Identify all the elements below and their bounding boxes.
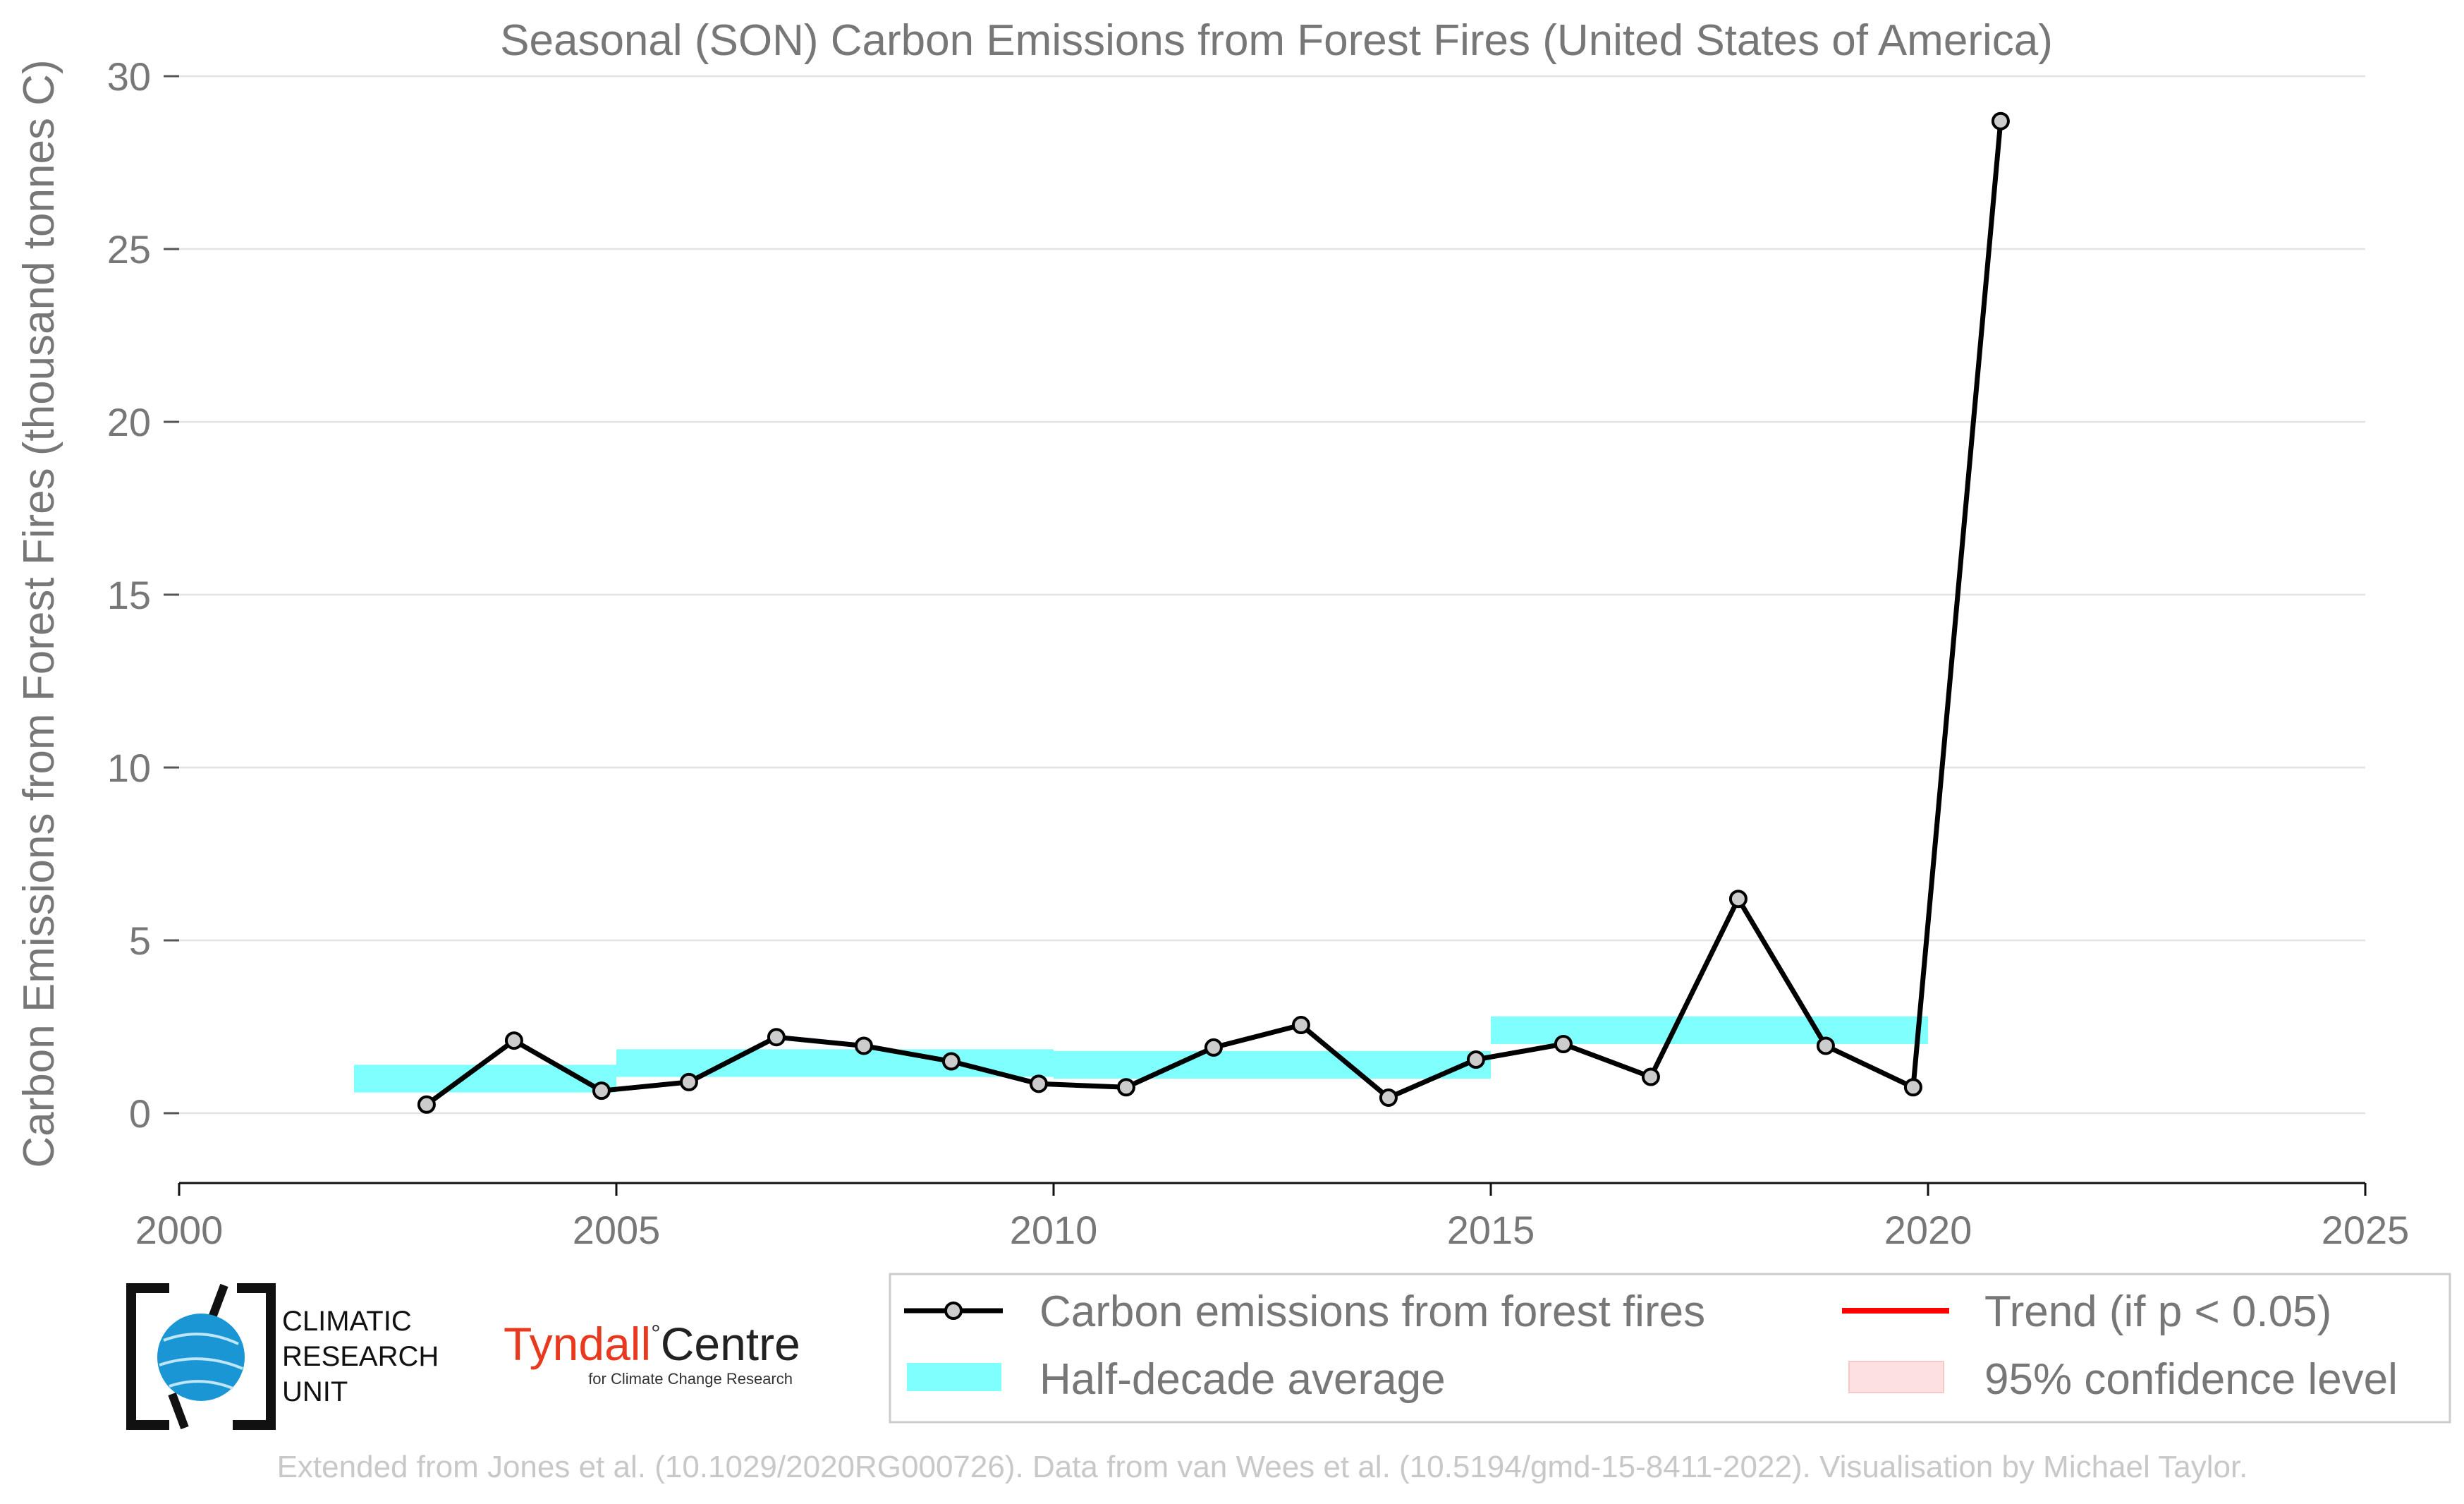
x-tick-label: 2010 <box>1010 1208 1098 1252</box>
tyndall-subtitle: for Climate Change Research <box>588 1370 793 1388</box>
data-point <box>1466 1050 1485 1069</box>
cru-slash-bottom <box>168 1392 189 1430</box>
data-point <box>941 1052 960 1071</box>
cru-slash-top <box>207 1283 228 1321</box>
legend-confidence-swatch <box>1848 1361 1944 1393</box>
y-tick-label: 10 <box>107 746 151 790</box>
data-point <box>592 1081 611 1100</box>
grid <box>179 75 2365 1115</box>
x-tick-label: 2000 <box>135 1208 224 1252</box>
y-tick-label: 0 <box>129 1091 151 1136</box>
cru-line-3: UNIT <box>282 1376 348 1407</box>
data-point <box>1903 1078 1922 1097</box>
data-point <box>504 1031 523 1050</box>
footer-credits: Extended from Jones et al. (10.1029/2020… <box>277 1450 2248 1484</box>
data-point <box>1116 1078 1135 1097</box>
data-point <box>1291 1016 1310 1035</box>
emissions-series-line <box>425 121 2003 1107</box>
half-decade-average-bar <box>354 1065 616 1093</box>
data-point <box>1554 1035 1573 1053</box>
cru-logo: CLIMATIC RESEARCH UNIT <box>126 1283 439 1430</box>
data-point <box>1379 1088 1398 1107</box>
data-point <box>1816 1036 1835 1055</box>
cru-bracket-right <box>233 1283 276 1430</box>
x-tick-label: 2020 <box>1884 1208 1972 1252</box>
data-point <box>417 1095 436 1114</box>
chart-title: Seasonal (SON) Carbon Emissions from For… <box>500 16 2053 65</box>
legend-box <box>889 1273 2451 1424</box>
tyndall-degree: ° <box>651 1321 661 1347</box>
legend-average-swatch <box>907 1363 1001 1391</box>
data-point <box>767 1028 786 1047</box>
y-tick-label: 25 <box>107 227 151 272</box>
tyndall-name: Tyndall <box>504 1318 651 1370</box>
cru-line-1: CLIMATIC <box>282 1306 412 1337</box>
half-decade-average-bars <box>354 1016 1928 1093</box>
legend-confidence-label: 95% confidence level <box>1984 1355 2398 1404</box>
x-tick-label: 2005 <box>573 1208 661 1252</box>
legend-average-label: Half-decade average <box>1039 1355 1446 1404</box>
y-tick-label: 20 <box>107 400 151 444</box>
emissions-line <box>417 111 2010 1114</box>
half-decade-average-bar <box>1054 1050 1491 1079</box>
y-tick-label: 5 <box>129 918 151 963</box>
cru-line-2: RESEARCH <box>282 1341 439 1372</box>
data-point <box>854 1036 873 1055</box>
data-point <box>1991 111 2010 131</box>
y-axis-label: Carbon Emissions from Forest Fires (thou… <box>15 59 63 1168</box>
globe-lines <box>159 1333 243 1390</box>
legend-emissions-label: Carbon emissions from forest fires <box>1039 1287 1705 1336</box>
x-tick-label: 2025 <box>2322 1208 2410 1252</box>
data-point <box>1204 1038 1223 1057</box>
legend-emissions-marker <box>944 1302 963 1320</box>
data-point <box>1641 1067 1660 1086</box>
y-tick-label: 15 <box>107 573 151 617</box>
tyndall-wordmark: Tyndall°Centre <box>504 1318 800 1370</box>
tyndall-logo: Tyndall°Centre for Climate Change Resear… <box>504 1318 800 1388</box>
half-decade-average-bar <box>616 1049 1054 1077</box>
tyndall-centre: Centre <box>661 1318 800 1370</box>
cru-bracket-left <box>126 1283 169 1430</box>
data-point <box>1029 1074 1048 1093</box>
data-point <box>1728 890 1748 909</box>
x-tick-label: 2015 <box>1447 1208 1535 1252</box>
y-tick-label: 30 <box>107 54 151 99</box>
legend: Carbon emissions from forest fires Half-… <box>889 1273 2451 1424</box>
legend-trend-label: Trend (if p < 0.05) <box>1984 1287 2331 1336</box>
data-point <box>679 1072 698 1091</box>
